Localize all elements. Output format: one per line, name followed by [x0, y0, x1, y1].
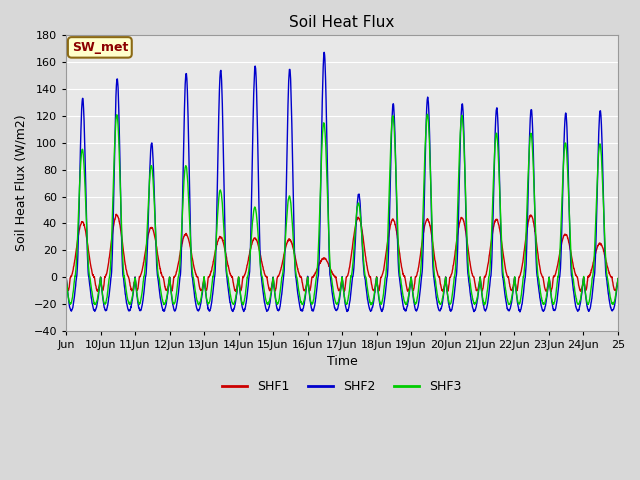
SHF1	[508, 287, 516, 292]
SHF1	[62, 274, 70, 280]
SHF1	[376, 287, 383, 292]
SHF2	[320, 49, 328, 55]
SHF2	[614, 276, 622, 282]
SHF2	[508, 294, 516, 300]
SHF1	[118, 232, 125, 238]
SHF3	[424, 111, 431, 117]
SHF1	[607, 273, 614, 279]
Y-axis label: Soil Heat Flux (W/m2): Soil Heat Flux (W/m2)	[15, 115, 28, 252]
SHF1	[547, 289, 555, 295]
SHF2	[607, 304, 614, 310]
X-axis label: Time: Time	[326, 355, 357, 369]
SHF1	[614, 276, 622, 282]
SHF3	[607, 295, 614, 301]
SHF2	[117, 220, 125, 226]
SHF3	[117, 212, 125, 218]
Title: Soil Heat Flux: Soil Heat Flux	[289, 15, 395, 30]
Legend: SHF1, SHF2, SHF3: SHF1, SHF2, SHF3	[217, 375, 467, 398]
SHF3	[375, 295, 383, 300]
Line: SHF2: SHF2	[66, 52, 618, 312]
Line: SHF1: SHF1	[66, 214, 618, 292]
SHF1	[540, 277, 547, 283]
SHF2	[62, 274, 70, 279]
SHF2	[516, 309, 524, 315]
Line: SHF3: SHF3	[66, 114, 618, 305]
SHF2	[540, 308, 547, 313]
SHF2	[376, 298, 383, 304]
SHF3	[614, 276, 622, 281]
SHF3	[509, 290, 516, 296]
SHF1	[113, 211, 120, 217]
SHF1	[237, 288, 244, 294]
SHF3	[540, 301, 547, 307]
SHF2	[236, 291, 244, 297]
SHF3	[236, 290, 244, 296]
SHF3	[481, 302, 488, 308]
SHF3	[62, 274, 70, 280]
Text: SW_met: SW_met	[72, 41, 128, 54]
